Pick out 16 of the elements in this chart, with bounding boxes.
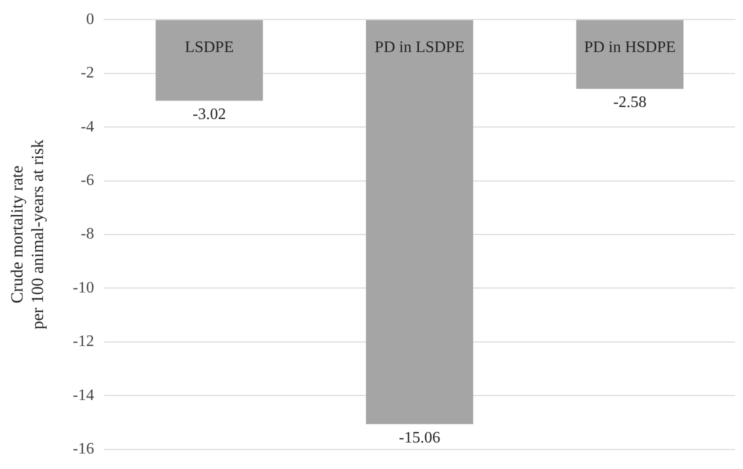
y-tick-label: -8 — [80, 226, 94, 243]
y-tick-label: -10 — [72, 279, 94, 296]
y-tick-label: 0 — [86, 10, 94, 28]
y-tick-label: -16 — [72, 440, 94, 458]
y-tick-label: -6 — [80, 172, 94, 189]
y-tick-label: -12 — [72, 333, 94, 350]
data-label: -2.58 — [613, 94, 647, 112]
x-tick-label: PD in HSDPE — [584, 38, 676, 56]
data-label: -3.02 — [192, 106, 226, 123]
y-tick-label: -4 — [80, 118, 94, 136]
x-tick-label: PD in LSDPE — [374, 38, 464, 56]
data-label: -15.06 — [398, 429, 440, 446]
y-axis-title: Crude mortality rate per 100 animal-years at risk — [8, 139, 48, 330]
x-tick-label: LSDPE — [184, 38, 234, 56]
y-tick-label: -2 — [80, 64, 94, 82]
y-tick-label: -14 — [72, 386, 94, 404]
